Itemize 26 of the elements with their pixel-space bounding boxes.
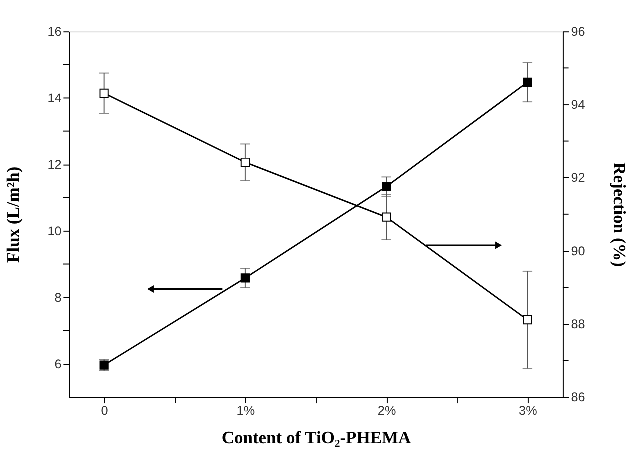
point bbox=[382, 212, 392, 222]
point bbox=[100, 88, 109, 98]
y2-tick-label: 96 bbox=[571, 24, 586, 39]
y-tick-label: 12 bbox=[48, 158, 62, 172]
y-tick-label: 14 bbox=[48, 91, 62, 106]
y-axis-title: Flux (L/m²h) bbox=[2, 166, 23, 263]
point bbox=[240, 158, 250, 168]
y-tick-label: 16 bbox=[48, 24, 62, 39]
y2-tick-label: 94 bbox=[571, 98, 586, 112]
point bbox=[523, 316, 532, 325]
point bbox=[523, 78, 532, 88]
x-tick-label: 3% bbox=[519, 404, 538, 418]
x-axis-title: Content of TiO₂-PHEMA bbox=[222, 427, 412, 448]
y2-axis-title: Rejection (%) bbox=[610, 162, 630, 268]
point bbox=[240, 274, 250, 283]
y2-tick-label: 92 bbox=[571, 171, 586, 186]
y2-tick-label: 90 bbox=[571, 244, 586, 258]
point bbox=[382, 182, 392, 192]
y-tick-label: 8 bbox=[54, 290, 62, 305]
x-tick-label: 0 bbox=[101, 404, 108, 418]
x-tick-label: 2% bbox=[378, 404, 396, 418]
y2-tick-label: 88 bbox=[571, 317, 586, 332]
y-tick-label: 6 bbox=[54, 357, 62, 372]
y2-tick-label: 86 bbox=[571, 390, 586, 405]
x-tick-label: 1% bbox=[236, 404, 256, 418]
y-tick-label: 10 bbox=[48, 224, 62, 238]
